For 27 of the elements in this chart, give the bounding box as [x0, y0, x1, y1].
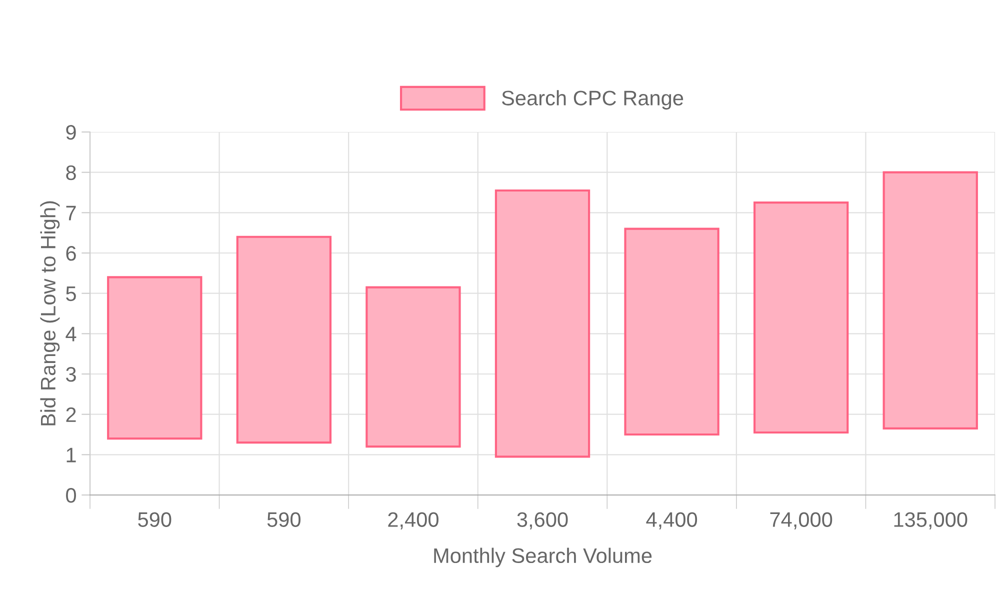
x-tick-label: 2,400: [388, 512, 438, 530]
legend-label: Search CPC Range: [502, 90, 684, 110]
y-tick-label: 5: [66, 286, 76, 302]
x-tick-label: 3,600: [517, 512, 568, 530]
y-axis-title: Bid Range (Low to High): [40, 201, 60, 426]
x-tick-label: 4,400: [646, 512, 698, 530]
y-tick-label: 8: [66, 165, 76, 180]
bar: [624, 228, 720, 436]
x-tick-label: 590: [267, 512, 300, 527]
y-tick-label: 4: [66, 326, 76, 342]
bar: [882, 171, 978, 430]
y-tick-label: 9: [66, 125, 76, 140]
y-tick-label: 3: [66, 367, 76, 382]
x-axis-title: Monthly Search Volume: [434, 548, 652, 568]
y-tick-label: 6: [66, 246, 76, 261]
y-tick-label: 7: [66, 206, 76, 220]
x-tick-label: 135,000: [894, 512, 968, 530]
bar: [107, 276, 202, 440]
x-tick-label: 74,000: [770, 512, 832, 530]
x-tick-label: 590: [138, 512, 172, 527]
y-tick-label: 0: [66, 488, 76, 503]
y-tick-label: 2: [66, 407, 76, 422]
bar: [236, 236, 332, 444]
bar: [753, 202, 849, 434]
y-tick-label: 1: [66, 448, 76, 462]
bar: [494, 189, 590, 458]
bar: [366, 286, 461, 448]
